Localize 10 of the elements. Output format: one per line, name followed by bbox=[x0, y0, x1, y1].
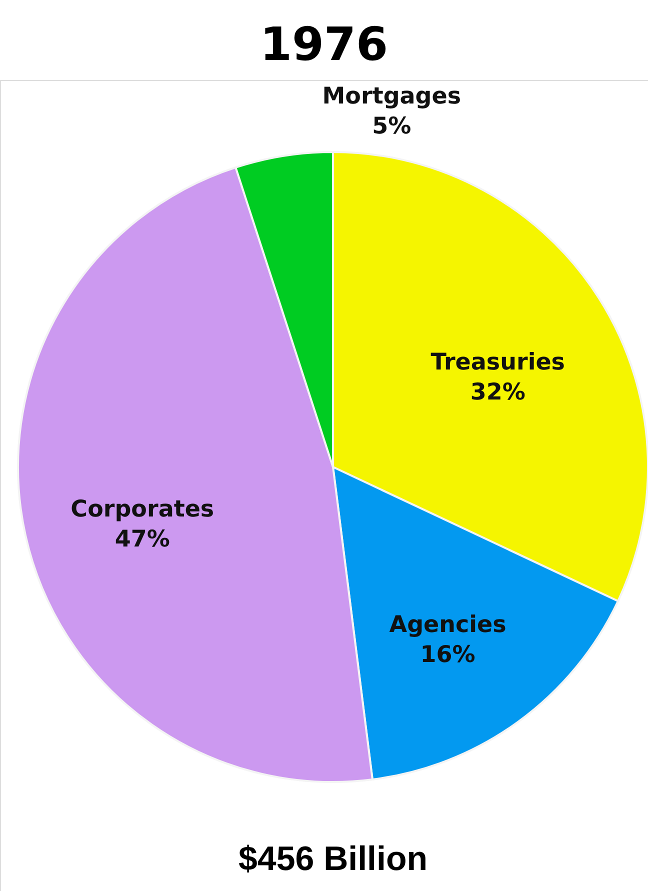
slice-label: Corporates bbox=[70, 496, 214, 523]
data-label: 16% bbox=[420, 642, 476, 668]
data-label: 47% bbox=[114, 526, 170, 553]
slice-label: Agencies bbox=[389, 612, 506, 638]
slice-label: Treasuries bbox=[430, 349, 566, 376]
slice-label: Mortgages bbox=[322, 84, 462, 110]
chart-title: 1976 bbox=[260, 17, 388, 71]
data-label: 5% bbox=[372, 114, 412, 140]
text: $456 Billion bbox=[238, 840, 428, 878]
data-label: 32% bbox=[470, 379, 526, 406]
